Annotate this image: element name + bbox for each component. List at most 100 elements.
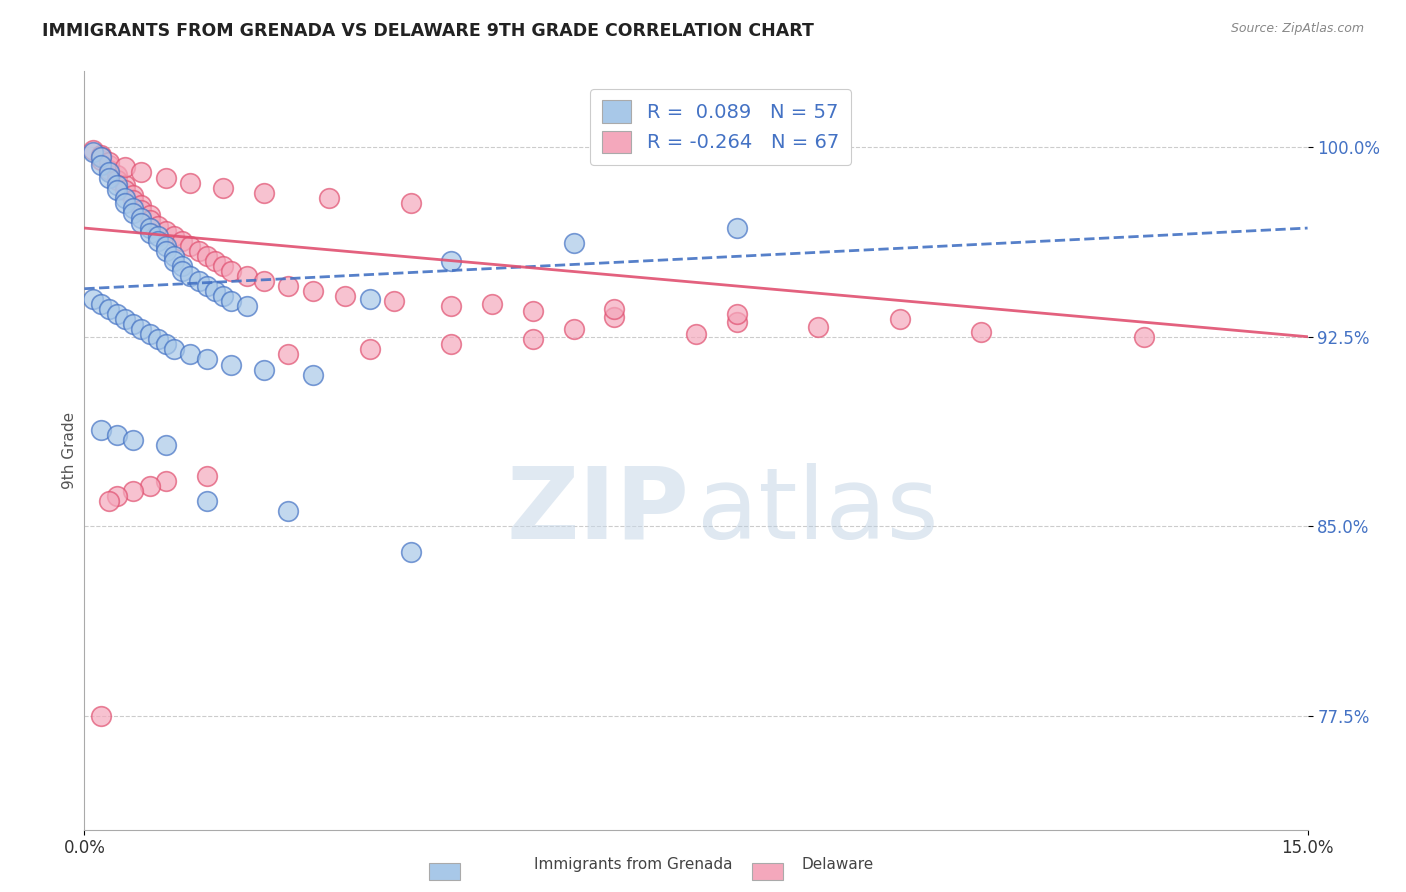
Point: [204, 253, 226, 268]
Point: [970, 325, 993, 339]
Point: [155, 474, 177, 488]
Point: [187, 274, 209, 288]
Point: [172, 264, 194, 278]
Point: [97, 158, 120, 172]
Point: [359, 292, 381, 306]
Point: [138, 209, 160, 223]
Point: [179, 347, 201, 361]
Point: [105, 428, 128, 442]
Point: [105, 178, 128, 192]
Point: [163, 228, 186, 243]
Legend: R =  0.089   N = 57, R = -0.264   N = 67: R = 0.089 N = 57, R = -0.264 N = 67: [591, 88, 851, 165]
Point: [155, 337, 177, 351]
Point: [277, 347, 299, 361]
Point: [725, 307, 748, 321]
Point: [114, 161, 136, 175]
Point: [179, 239, 201, 253]
Point: [562, 322, 585, 336]
Point: [253, 362, 276, 376]
Point: [146, 228, 169, 243]
Point: [122, 188, 145, 202]
Point: [105, 183, 128, 197]
Point: [163, 249, 186, 263]
Point: [219, 358, 242, 372]
Point: [195, 352, 218, 367]
Point: [155, 244, 177, 258]
Point: [90, 297, 112, 311]
Point: [131, 203, 153, 218]
Point: [204, 284, 226, 298]
Point: [318, 191, 340, 205]
Point: [114, 312, 136, 326]
Point: [82, 143, 104, 157]
Point: [146, 332, 169, 346]
Text: Delaware: Delaware: [801, 857, 873, 872]
Point: [131, 198, 153, 212]
Point: [97, 170, 120, 185]
Point: [122, 317, 145, 331]
Point: [114, 183, 136, 197]
Point: [195, 249, 218, 263]
Point: [97, 155, 120, 169]
Point: [131, 322, 153, 336]
Point: [155, 223, 177, 237]
Point: [155, 438, 177, 452]
Point: [212, 289, 235, 303]
Point: [889, 312, 911, 326]
Point: [725, 314, 748, 328]
Text: Immigrants from Grenada: Immigrants from Grenada: [534, 857, 733, 872]
Point: [131, 211, 153, 225]
Text: IMMIGRANTS FROM GRENADA VS DELAWARE 9TH GRADE CORRELATION CHART: IMMIGRANTS FROM GRENADA VS DELAWARE 9TH …: [42, 22, 814, 40]
Point: [114, 178, 136, 192]
Point: [301, 368, 323, 382]
Point: [90, 158, 112, 172]
Point: [90, 150, 112, 164]
Point: [131, 216, 153, 230]
Point: [440, 299, 463, 313]
Point: [146, 234, 169, 248]
Point: [90, 708, 112, 723]
Point: [212, 259, 235, 273]
Point: [195, 468, 218, 483]
Point: [97, 301, 120, 316]
Point: [399, 544, 422, 558]
Point: [399, 195, 422, 210]
Point: [105, 168, 128, 182]
Point: [97, 494, 120, 508]
Text: atlas: atlas: [697, 463, 939, 559]
Point: [440, 337, 463, 351]
Point: [301, 284, 323, 298]
Point: [562, 236, 585, 251]
Point: [131, 165, 153, 179]
Point: [187, 244, 209, 258]
Point: [195, 494, 218, 508]
Point: [105, 307, 128, 321]
Point: [122, 483, 145, 498]
Point: [163, 253, 186, 268]
Point: [138, 226, 160, 240]
Point: [522, 332, 544, 346]
Point: [277, 279, 299, 293]
Point: [725, 221, 748, 235]
Point: [359, 343, 381, 357]
Point: [90, 423, 112, 437]
Point: [179, 269, 201, 284]
Point: [195, 279, 218, 293]
Text: Source: ZipAtlas.com: Source: ZipAtlas.com: [1230, 22, 1364, 36]
Point: [219, 294, 242, 309]
Point: [172, 234, 194, 248]
Point: [105, 489, 128, 503]
Point: [97, 165, 120, 179]
Point: [90, 147, 112, 161]
Point: [122, 434, 145, 448]
Point: [277, 504, 299, 518]
Point: [82, 292, 104, 306]
Point: [90, 150, 112, 164]
Point: [440, 253, 463, 268]
Point: [219, 264, 242, 278]
Point: [253, 186, 276, 200]
Point: [155, 239, 177, 253]
Point: [335, 289, 357, 303]
Point: [155, 170, 177, 185]
Point: [807, 319, 830, 334]
